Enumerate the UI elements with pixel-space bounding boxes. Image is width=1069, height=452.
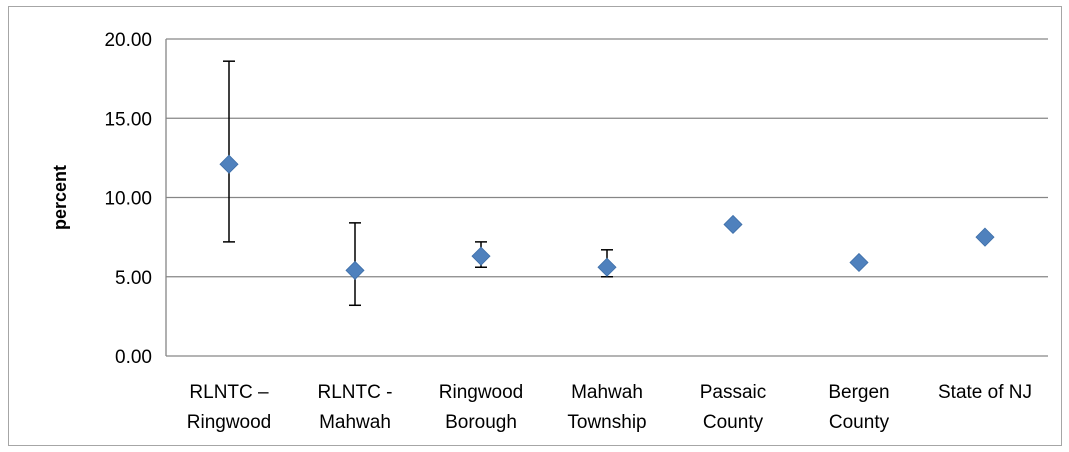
y-tick-label: 10.00	[104, 189, 152, 210]
y-tick-label: 15.00	[104, 109, 152, 130]
error-bar	[223, 60, 235, 243]
y-tick-label: 20.00	[104, 30, 152, 51]
data-points	[219, 154, 995, 280]
x-tick-label: Ringwood Borough	[439, 382, 524, 433]
gridlines	[165, 38, 1048, 357]
y-axis-ticks: 0.00 5.00 10.00 15.00 20.00	[104, 30, 152, 368]
data-point-diamond	[471, 246, 491, 266]
error-bars	[223, 60, 613, 307]
x-tick-label: Passaic County	[700, 382, 767, 433]
y-tick-label: 0.00	[115, 347, 152, 368]
x-tick-label: RLNTC – Ringwood	[187, 382, 272, 433]
data-point-diamond	[597, 257, 617, 277]
data-point-diamond	[975, 227, 995, 247]
chart-frame	[8, 6, 1062, 446]
data-point-diamond	[345, 260, 365, 280]
y-axis-title: percent	[50, 165, 70, 230]
x-tick-label: Bergen County	[828, 382, 889, 433]
x-tick-label: RLNTC -Mahwah	[318, 382, 393, 433]
data-point-diamond	[723, 214, 743, 235]
x-tick-label: Mahwah Township	[567, 382, 646, 433]
x-axis-ticks: RLNTC – Ringwood RLNTC -Mahwah Ringwood Boro…	[187, 382, 1032, 433]
data-point-diamond	[219, 154, 239, 174]
y-tick-label: 5.00	[115, 268, 152, 289]
data-point-diamond	[849, 252, 869, 273]
x-tick-label: State of NJ	[938, 382, 1032, 403]
